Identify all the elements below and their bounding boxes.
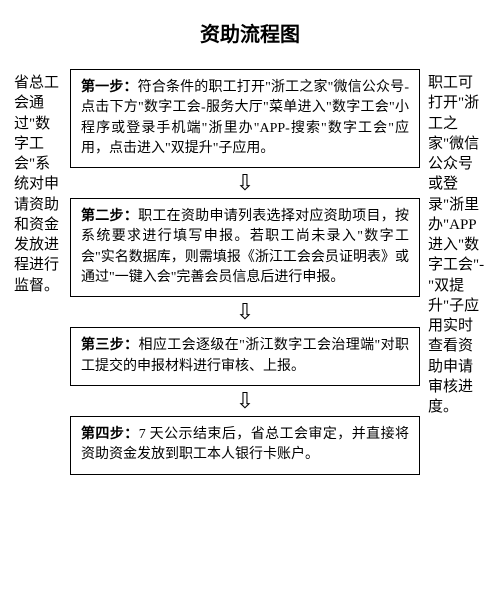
left-note: 省总工会通过"数字工会"系统对申请资助和资金发放进程进行监督。 (14, 69, 62, 475)
step-label: 第一步： (81, 80, 138, 95)
step-label: 第二步： (81, 209, 138, 224)
down-arrow-icon: ⇩ (70, 297, 420, 327)
step-label: 第三步： (81, 338, 139, 353)
page-title: 资助流程图 (14, 18, 486, 47)
right-note: 职工可打开"浙工之家"微信公众号或登录"浙里办"APP 进入"数字工会"-"双提… (428, 69, 486, 475)
step-box-3: 第三步：相应工会逐级在"浙江数字工会治理端"对职工提交的申报材料进行审核、上报。 (70, 327, 420, 386)
down-arrow-icon: ⇩ (70, 386, 420, 416)
center-steps: 第一步：符合条件的职工打开"浙工之家"微信公众号-点击下方"数字工会-服务大厅"… (70, 69, 420, 475)
step-box-4: 第四步：7 天公示结束后，省总工会审定，并直接将资助资金发放到职工本人银行卡账户… (70, 416, 420, 475)
flow-layout: 省总工会通过"数字工会"系统对申请资助和资金发放进程进行监督。 第一步：符合条件… (14, 69, 486, 475)
down-arrow-icon: ⇩ (70, 168, 420, 198)
step-box-1: 第一步：符合条件的职工打开"浙工之家"微信公众号-点击下方"数字工会-服务大厅"… (70, 69, 420, 168)
step-label: 第四步： (81, 427, 139, 442)
step-box-2: 第二步：职工在资助申请列表选择对应资助项目，按系统要求进行填写申报。若职工尚未录… (70, 198, 420, 297)
